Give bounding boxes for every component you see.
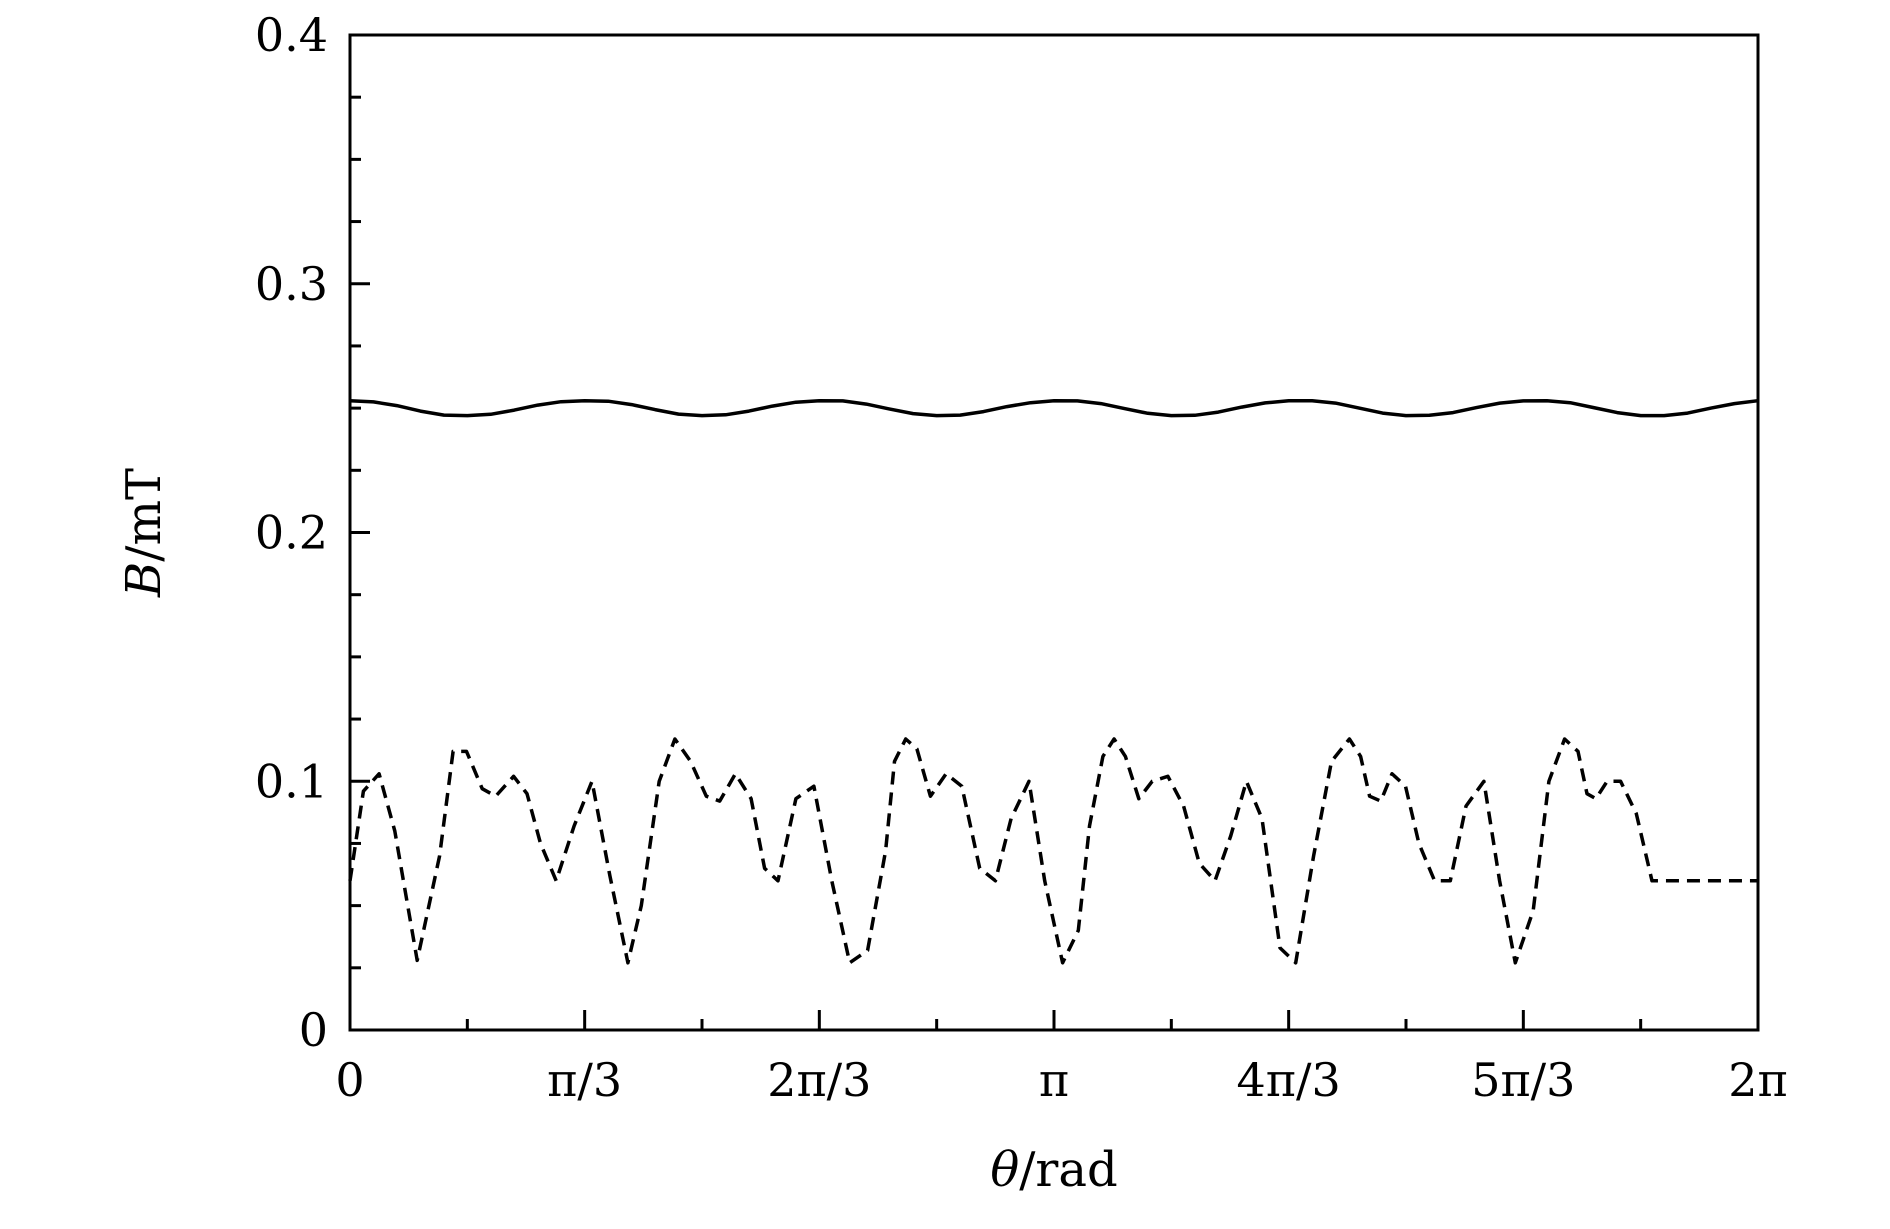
y-axis-title: B/mT <box>116 468 172 598</box>
y-tick-label: 0.1 <box>255 754 328 808</box>
y-axis-unit: /mT <box>116 468 172 562</box>
x-tick-label: 0 <box>335 1053 364 1107</box>
x-tick-label: 2π/3 <box>767 1053 871 1107</box>
x-axis-unit: /rad <box>1019 1142 1117 1198</box>
dashed-series-line <box>348 737 1758 965</box>
x-tick-labels: 0 π/3 2π/3 π 4π/3 5π/3 2π <box>335 1053 1787 1107</box>
x-tick-label: 2π <box>1728 1053 1788 1107</box>
solid-series-line <box>349 398 1759 418</box>
y-tick-label: 0.2 <box>255 506 328 560</box>
x-tick-label: π/3 <box>547 1053 622 1107</box>
x-tick-label: 4π/3 <box>1237 1053 1341 1107</box>
x-axis-title: θ/rad <box>990 1142 1117 1198</box>
x-axis-symbol: θ <box>990 1142 1019 1198</box>
y-tick-label: 0.3 <box>255 257 328 311</box>
plot-frame <box>348 33 1760 1032</box>
x-tick-label: π <box>1039 1053 1069 1107</box>
y-axis-symbol: B <box>116 562 172 598</box>
y-tick-label: 0 <box>299 1003 328 1057</box>
y-tick-label: 0.4 <box>255 8 328 62</box>
x-tick-label: 5π/3 <box>1471 1053 1575 1107</box>
data-series <box>348 398 1759 965</box>
y-tick-labels: 0 0.1 0.2 0.3 0.4 <box>255 8 328 1057</box>
